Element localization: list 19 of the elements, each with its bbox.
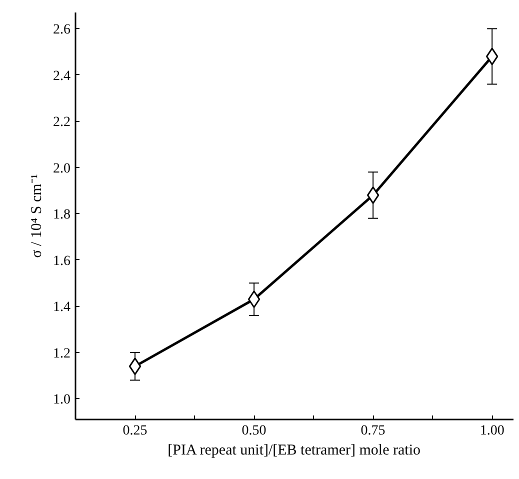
y-tick-label: 1.2 [53, 346, 70, 362]
x-axis-title: [PIA repeat unit]/[EB tetramer] mole ratio [168, 442, 420, 458]
y-tick-label: 1.8 [53, 208, 70, 223]
point [248, 290, 260, 308]
y-tick-label: 1.4 [53, 300, 70, 316]
y-tick-label: 2.4 [53, 68, 70, 84]
x-tick-label: 1.00 [480, 424, 504, 438]
point [486, 48, 498, 66]
y-tick-label: 1.0 [53, 392, 70, 408]
point [128, 358, 142, 376]
y-tick-label: 2.6 [53, 22, 70, 38]
x-tick-label: 0.75 [360, 424, 386, 438]
y-axis-title: σ / 10⁴ S cm⁻¹ [29, 174, 45, 258]
y-tick-label: 2.0 [53, 161, 70, 176]
x-tick-label: 0.50 [242, 424, 266, 438]
point [366, 186, 380, 204]
y-tick-label: 2.2 [53, 115, 70, 130]
y-tick-label: 1.6 [53, 254, 70, 269]
x-tick-label: 0.25 [122, 424, 148, 438]
